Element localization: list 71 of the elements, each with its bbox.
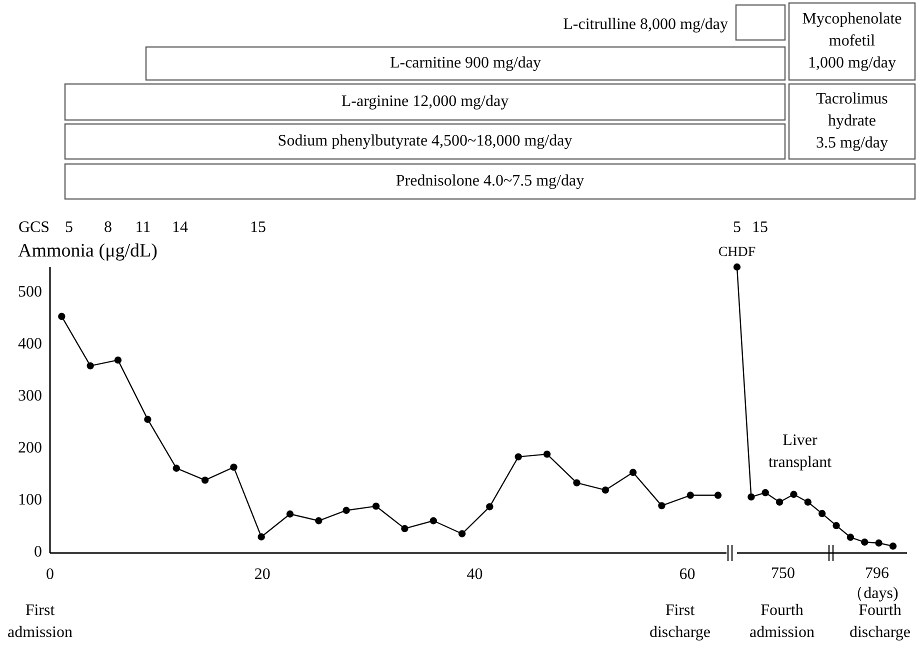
- point: [286, 510, 294, 518]
- point: [776, 498, 784, 506]
- point: [201, 476, 209, 484]
- text: 796: [865, 564, 889, 582]
- y-tick-label: 100: [18, 492, 42, 509]
- point: [714, 492, 722, 499]
- point: [686, 492, 694, 499]
- point: [748, 493, 755, 501]
- text: Fourth discharge: [849, 602, 911, 641]
- x-tick-label: 0: [46, 566, 54, 583]
- point: [733, 263, 741, 271]
- point: [486, 503, 494, 510]
- point: [762, 489, 769, 496]
- point: [573, 479, 580, 486]
- point: [372, 502, 380, 510]
- text: Prednisolone 4.0~7.5 mg/day: [396, 172, 584, 190]
- text: Sodium phenylbutyrate 4,500~18,000 mg/day: [278, 132, 572, 150]
- text: 15: [250, 218, 266, 236]
- text: L-citrulline 8,000 mg/day: [563, 16, 728, 33]
- point: [790, 490, 798, 498]
- point: [172, 464, 180, 472]
- text: 5: [733, 218, 741, 236]
- text: 14: [172, 218, 188, 236]
- point: [629, 468, 637, 476]
- text: 5: [65, 218, 73, 236]
- point: [602, 486, 610, 494]
- annotation: Liver transplant: [768, 432, 832, 471]
- point: [86, 362, 94, 370]
- text: 15: [752, 218, 768, 236]
- y-tick-label: 300: [18, 388, 42, 405]
- point: [514, 453, 522, 460]
- y-tick-label: 0: [34, 544, 42, 561]
- point: [258, 533, 265, 540]
- point: [818, 510, 826, 518]
- point: [658, 502, 666, 510]
- point: [230, 464, 238, 471]
- text: 750: [771, 564, 795, 582]
- point: [315, 517, 322, 524]
- point: [889, 542, 897, 550]
- y-tick-label: 500: [18, 284, 42, 301]
- x-tick-label: 40: [466, 566, 483, 583]
- point: [543, 450, 551, 458]
- text: First discharge: [649, 602, 711, 641]
- point: [401, 524, 408, 532]
- point: [58, 312, 66, 320]
- text: GCS: [18, 218, 50, 236]
- y-axis-title: Ammonia (μg/dL): [18, 240, 158, 262]
- text: L-carnitine 900 mg/day: [390, 54, 542, 72]
- y-tick-label: 200: [18, 440, 42, 457]
- point: [430, 517, 437, 524]
- text: Tacrolimus hydrate 3.5 mg/day: [816, 90, 888, 152]
- text: Mycophenolate mofetil 1,000 mg/day: [802, 10, 902, 72]
- point: [342, 506, 350, 514]
- text: CHDF: [718, 245, 756, 260]
- point: [458, 530, 466, 538]
- point: [875, 539, 882, 547]
- point: [114, 356, 122, 364]
- text: First admission: [8, 602, 72, 641]
- point: [804, 498, 812, 506]
- x-tick-label: 60: [679, 566, 696, 583]
- x-axis-title: （days): [848, 585, 898, 602]
- text: 8: [104, 218, 112, 236]
- point: [832, 522, 840, 530]
- x-tick-label: 20: [254, 566, 270, 583]
- point: [861, 538, 868, 546]
- point: [144, 416, 152, 423]
- y-tick-label: 400: [18, 336, 42, 353]
- text: L-arginine 12,000 mg/day: [341, 92, 509, 110]
- point: [846, 534, 854, 541]
- text: 11: [135, 218, 151, 236]
- text: Fourth admission: [750, 602, 814, 641]
